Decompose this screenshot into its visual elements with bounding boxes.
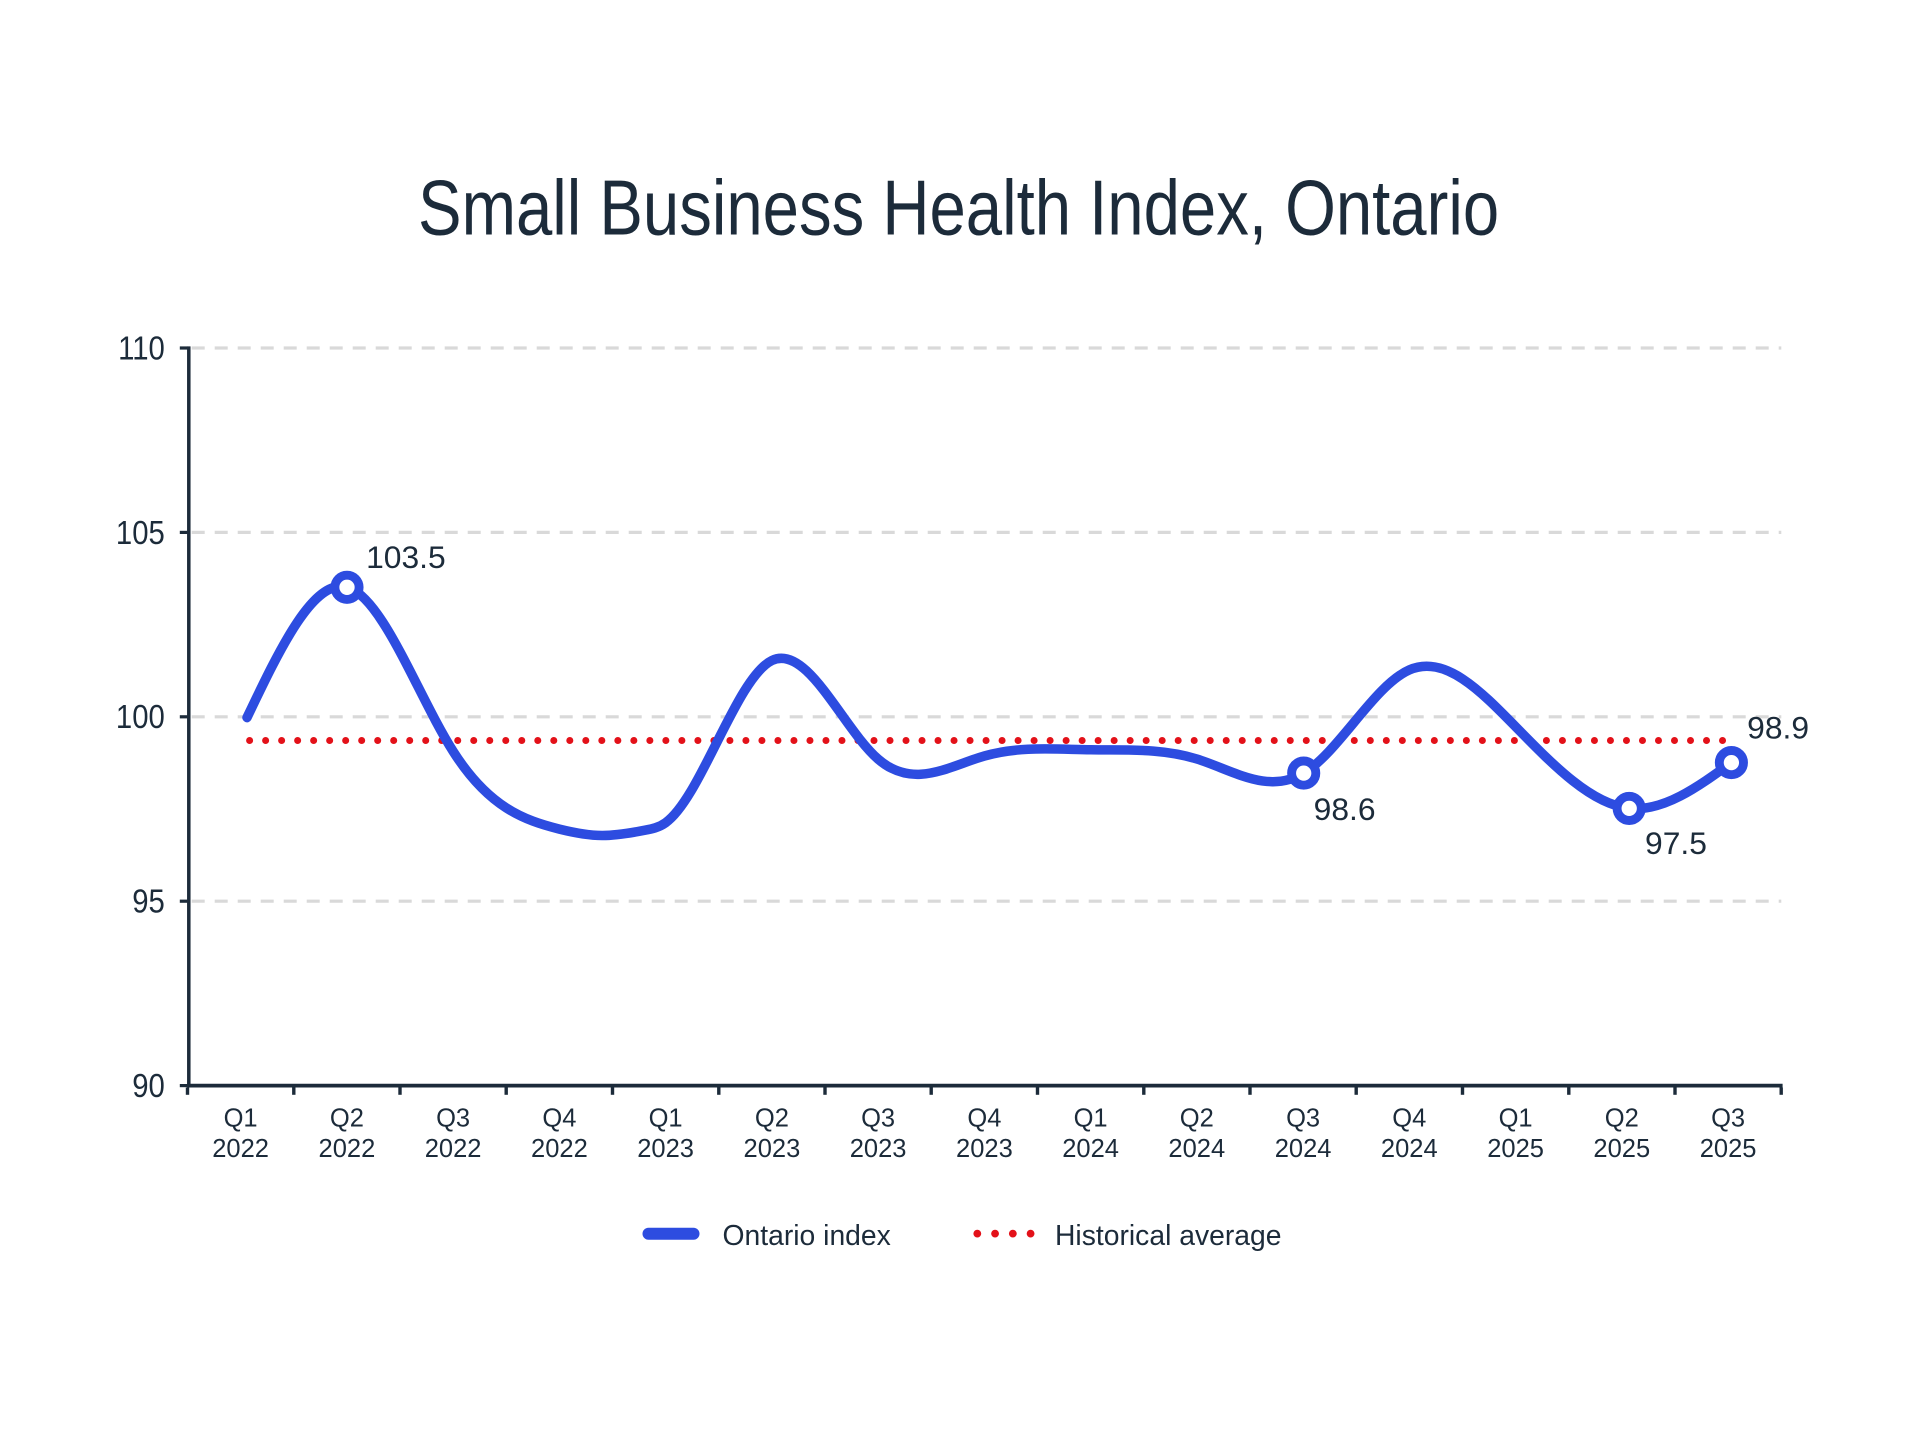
svg-text:Q3: Q3 bbox=[1286, 1105, 1320, 1133]
svg-text:103.5: 103.5 bbox=[366, 539, 446, 575]
svg-text:Small Business Health Index, O: Small Business Health Index, Ontario bbox=[418, 165, 1499, 252]
svg-text:2023: 2023 bbox=[956, 1135, 1013, 1163]
svg-text:110: 110 bbox=[118, 330, 165, 367]
svg-text:Q1: Q1 bbox=[649, 1105, 683, 1133]
svg-text:2024: 2024 bbox=[1168, 1135, 1225, 1163]
svg-text:2025: 2025 bbox=[1700, 1135, 1757, 1163]
svg-text:Q4: Q4 bbox=[1392, 1105, 1426, 1133]
svg-text:2023: 2023 bbox=[850, 1135, 907, 1163]
svg-text:Q4: Q4 bbox=[967, 1105, 1001, 1133]
svg-text:Q1: Q1 bbox=[224, 1105, 258, 1133]
svg-text:2022: 2022 bbox=[531, 1135, 588, 1163]
svg-text:Ontario index: Ontario index bbox=[723, 1219, 891, 1251]
svg-text:Q3: Q3 bbox=[436, 1105, 470, 1133]
svg-text:2023: 2023 bbox=[637, 1135, 694, 1163]
svg-text:2025: 2025 bbox=[1487, 1135, 1544, 1163]
svg-text:2024: 2024 bbox=[1062, 1135, 1119, 1163]
svg-text:100: 100 bbox=[116, 698, 165, 735]
svg-text:98.6: 98.6 bbox=[1314, 791, 1376, 827]
svg-text:90: 90 bbox=[132, 1067, 165, 1104]
svg-text:2024: 2024 bbox=[1381, 1135, 1438, 1163]
svg-text:97.5: 97.5 bbox=[1645, 825, 1707, 861]
svg-text:Q2: Q2 bbox=[1180, 1105, 1214, 1133]
svg-text:105: 105 bbox=[116, 514, 165, 551]
svg-text:Q3: Q3 bbox=[861, 1105, 895, 1133]
svg-text:2025: 2025 bbox=[1593, 1135, 1650, 1163]
svg-text:Q2: Q2 bbox=[755, 1105, 789, 1133]
svg-text:Q3: Q3 bbox=[1711, 1105, 1745, 1133]
svg-text:Q4: Q4 bbox=[542, 1105, 576, 1133]
svg-text:2022: 2022 bbox=[425, 1135, 482, 1163]
svg-text:Q2: Q2 bbox=[330, 1105, 364, 1133]
svg-text:2022: 2022 bbox=[319, 1135, 376, 1163]
svg-text:2023: 2023 bbox=[744, 1135, 801, 1163]
svg-text:Q2: Q2 bbox=[1605, 1105, 1639, 1133]
svg-text:Q1: Q1 bbox=[1074, 1105, 1108, 1133]
svg-text:2022: 2022 bbox=[212, 1135, 269, 1163]
svg-text:2024: 2024 bbox=[1275, 1135, 1332, 1163]
svg-text:98.9: 98.9 bbox=[1747, 709, 1809, 745]
svg-text:95: 95 bbox=[132, 883, 165, 920]
svg-text:Historical average: Historical average bbox=[1055, 1219, 1281, 1251]
svg-text:Q1: Q1 bbox=[1499, 1105, 1533, 1133]
